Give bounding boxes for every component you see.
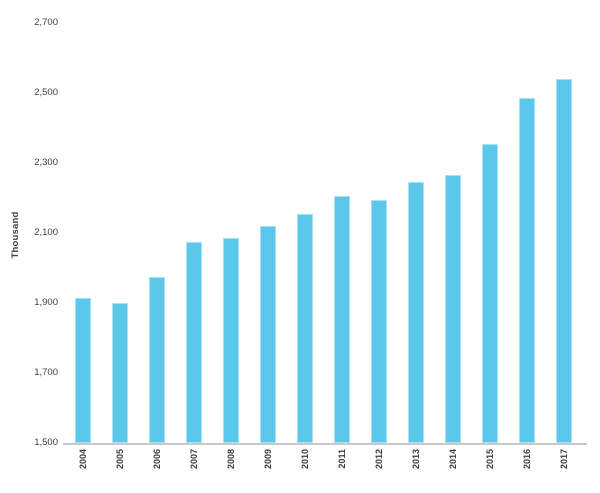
x-tick-label: 2005 [114, 449, 125, 470]
bar-2008 [222, 238, 239, 443]
x-tick-label: 2010 [299, 449, 310, 470]
bar-2014 [445, 175, 461, 443]
bar-2010 [296, 213, 313, 443]
y-tick-label: 2,500 [34, 87, 58, 98]
bar-2012 [370, 199, 387, 443]
x-tick-label: 2011 [336, 449, 347, 469]
bar-2011 [333, 196, 350, 443]
bar-2006 [148, 276, 165, 443]
x-tick-label: 2009 [262, 449, 273, 470]
x-tick-label: 2015 [485, 449, 496, 470]
bar-2015 [482, 143, 499, 443]
x-tick-label: 2016 [522, 449, 533, 470]
bar-2004 [74, 297, 91, 443]
x-tick-label: 2006 [151, 449, 162, 470]
bar-2013 [407, 182, 424, 443]
y-tick-label: 1,700 [34, 367, 58, 378]
x-tick-label: 2007 [188, 449, 199, 470]
y-tick-label: 2,300 [34, 157, 58, 168]
bar-2017 [556, 79, 573, 443]
y-tick-label: 1,900 [34, 297, 58, 308]
x-axis-line [63, 443, 587, 445]
y-tick-label: 2,100 [34, 227, 58, 238]
bar-2016 [519, 98, 536, 443]
x-tick-label: 2004 [77, 449, 88, 470]
bar-2005 [111, 303, 128, 443]
x-tick-label: 2008 [225, 449, 236, 470]
x-tick-label: 2013 [410, 449, 421, 470]
y-tick-label: 1,500 [34, 437, 58, 448]
x-tick-label: 2012 [373, 449, 384, 470]
x-tick-label: 2017 [559, 449, 570, 470]
bar-2009 [259, 226, 276, 443]
y-tick-label: 2,700 [34, 17, 58, 28]
bar-2007 [185, 241, 202, 443]
x-tick-label: 2014 [448, 449, 458, 470]
